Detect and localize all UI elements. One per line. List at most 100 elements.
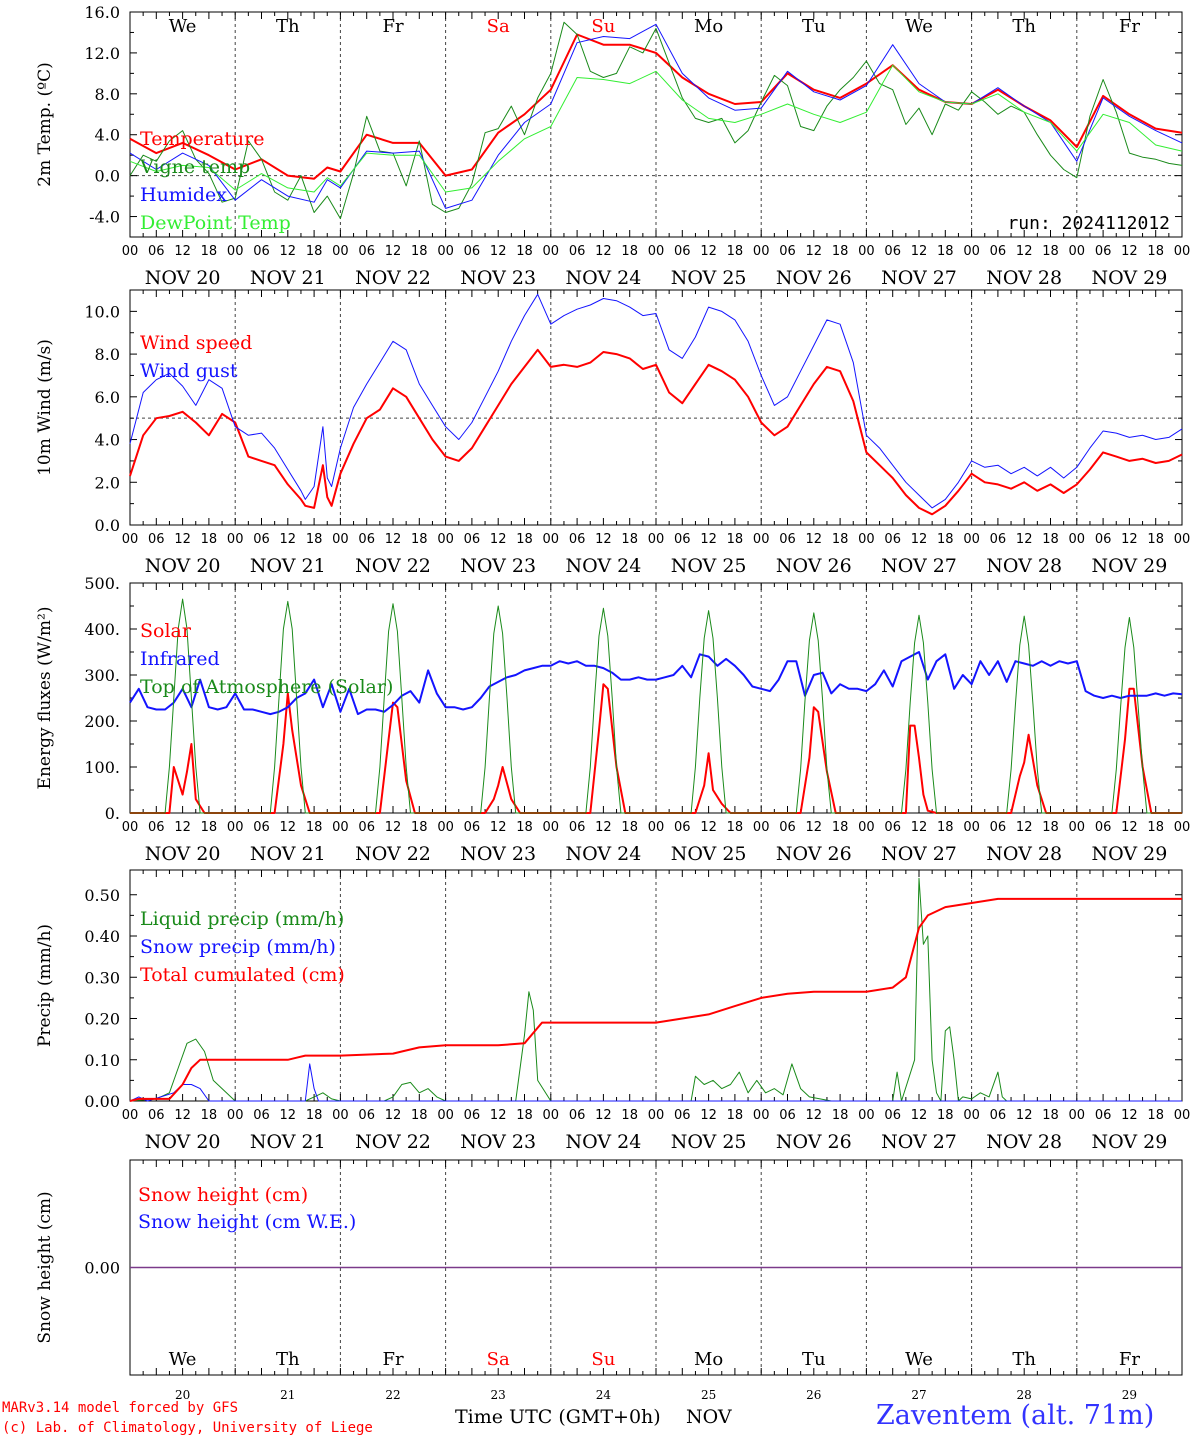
series-top-of-atmosphere-solar- xyxy=(130,598,1182,814)
y-tick-label: 0.00 xyxy=(84,1092,120,1111)
hour-label: 12 xyxy=(1121,532,1138,547)
y-tick-label: 0.0 xyxy=(95,167,120,186)
hour-label: 00 xyxy=(122,244,139,259)
hour-label: 00 xyxy=(753,820,770,835)
hour-label: 06 xyxy=(779,244,796,259)
hour-label: 18 xyxy=(727,532,744,547)
y-tick-label: 0.10 xyxy=(84,1051,120,1070)
y-axis-label: 2m Temp. (ºC) xyxy=(35,62,55,187)
legend-entry: Snow precip (mm/h) xyxy=(140,936,336,958)
hour-label: 00 xyxy=(227,532,244,547)
hour-label: 00 xyxy=(332,244,349,259)
panel-2: 10.0 8.0 6.0 4.0 2.0 0.0 10m Wind (m/s) Wind sp… xyxy=(35,289,1190,577)
day-of-week: Sa xyxy=(487,1349,510,1370)
hour-label: 00 xyxy=(227,244,244,259)
hour-label: 06 xyxy=(253,1108,270,1123)
hour-label: 06 xyxy=(884,1108,901,1123)
hour-label: 00 xyxy=(332,1108,349,1123)
y-axis-label: 10m Wind (m/s) xyxy=(35,339,55,476)
date-label: NOV 22 xyxy=(355,843,431,865)
hour-label: 06 xyxy=(674,1108,691,1123)
legend-entry: Vigne temp xyxy=(139,156,250,178)
hour-label: 12 xyxy=(490,1108,507,1123)
date-label: NOV 26 xyxy=(776,1131,852,1153)
date-label: NOV 28 xyxy=(986,843,1062,865)
hour-label: 12 xyxy=(385,1108,402,1123)
hour-label: 06 xyxy=(1095,820,1112,835)
y-tick-label: 10.0 xyxy=(84,302,120,321)
day-of-week: Mo xyxy=(694,1349,723,1370)
day-of-week: Fr xyxy=(1119,16,1140,37)
hour-label: 06 xyxy=(779,820,796,835)
hour-label: 12 xyxy=(174,820,191,835)
day-of-week: Su xyxy=(591,16,615,37)
y-tick-label: -4.0 xyxy=(89,208,120,227)
hour-label: 18 xyxy=(201,820,218,835)
y-axis-label: Snow height (cm) xyxy=(35,1191,55,1343)
hour-label: 00 xyxy=(437,244,454,259)
day-number: 28 xyxy=(1017,1388,1032,1402)
legend-entry: Wind speed xyxy=(140,332,252,354)
hour-label: 00 xyxy=(543,1108,560,1123)
date-label: NOV 24 xyxy=(565,267,641,289)
hour-label: 06 xyxy=(779,1108,796,1123)
hour-label: 18 xyxy=(516,820,533,835)
y-tick-label: 0.40 xyxy=(84,927,120,946)
day-number: 29 xyxy=(1122,1388,1137,1402)
legend-entry: Snow height (cm W.E.) xyxy=(138,1211,356,1233)
hour-label: 00 xyxy=(963,1108,980,1123)
hour-label: 18 xyxy=(621,1108,638,1123)
day-of-week: Th xyxy=(276,16,300,37)
hour-label: 18 xyxy=(1042,1108,1059,1123)
date-label: NOV 25 xyxy=(671,555,747,577)
y-tick-label: 200. xyxy=(84,712,120,731)
hour-label: 06 xyxy=(464,244,481,259)
hour-label: 12 xyxy=(595,820,612,835)
date-label: NOV 26 xyxy=(776,555,852,577)
hour-label: 18 xyxy=(1147,820,1164,835)
hour-label: 12 xyxy=(806,244,823,259)
hour-label: 18 xyxy=(516,1108,533,1123)
y-tick-label: 0.50 xyxy=(84,886,120,905)
hour-label: 18 xyxy=(1147,244,1164,259)
date-label: NOV 29 xyxy=(1091,843,1167,865)
hour-label: 12 xyxy=(1121,820,1138,835)
y-tick-label: 8.0 xyxy=(95,85,120,104)
hour-label: 12 xyxy=(806,820,823,835)
hour-label: 00 xyxy=(858,532,875,547)
hour-label: 12 xyxy=(1016,820,1033,835)
hour-label: 00 xyxy=(437,532,454,547)
hour-label: 12 xyxy=(595,532,612,547)
hour-label: 00 xyxy=(963,244,980,259)
date-label: NOV 23 xyxy=(460,267,536,289)
hour-label: 18 xyxy=(411,820,428,835)
hour-label: 06 xyxy=(569,532,586,547)
hour-label: 18 xyxy=(201,1108,218,1123)
hour-label: 18 xyxy=(727,244,744,259)
series-liquid-precip-mm-h- xyxy=(129,877,1182,1102)
hour-label: 18 xyxy=(1042,820,1059,835)
hour-label: 18 xyxy=(516,532,533,547)
hour-label: 06 xyxy=(358,820,375,835)
hour-label: 12 xyxy=(1016,1108,1033,1123)
hour-label: 18 xyxy=(306,244,323,259)
y-tick-label: 6.0 xyxy=(95,388,120,407)
hour-label: 12 xyxy=(174,244,191,259)
legend-entry: Total cumulated (cm) xyxy=(140,964,345,986)
hour-label: 06 xyxy=(148,244,165,259)
hour-label: 18 xyxy=(937,1108,954,1123)
date-label: NOV 25 xyxy=(671,267,747,289)
series-vigne-temp xyxy=(129,21,1183,220)
y-tick-label: 0.30 xyxy=(84,968,120,987)
hour-label: 06 xyxy=(990,244,1007,259)
hour-label: 12 xyxy=(490,244,507,259)
hour-label: 00 xyxy=(648,820,665,835)
hour-label: 18 xyxy=(1147,532,1164,547)
hour-label: 06 xyxy=(884,820,901,835)
hour-label: 00 xyxy=(858,244,875,259)
date-label: NOV 23 xyxy=(460,1131,536,1153)
hour-label: 18 xyxy=(832,820,849,835)
hour-label: 06 xyxy=(1095,1108,1112,1123)
hour-label: 18 xyxy=(832,244,849,259)
date-label: NOV 20 xyxy=(145,1131,221,1153)
